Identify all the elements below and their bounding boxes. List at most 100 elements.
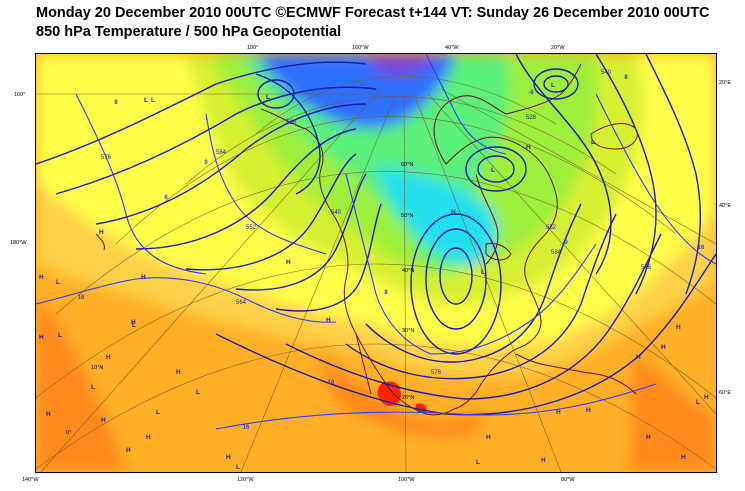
lon-line-140w — [40, 88, 382, 472]
high-marker: H — [106, 354, 111, 361]
lat-line-20n — [36, 263, 716, 399]
bottom-lon-label: 120°W — [237, 477, 254, 483]
lat-line-50n — [185, 96, 617, 185]
temp-label: 0 — [564, 240, 568, 246]
low-marker: L — [266, 94, 270, 101]
gp-trough-center — [410, 213, 502, 355]
graticule — [36, 76, 716, 472]
temp-contour-right — [595, 93, 716, 265]
gp-label: 552 — [246, 225, 257, 231]
lon-line-40w — [440, 88, 716, 245]
bottom-lon-label: 140°W — [22, 477, 39, 483]
lat-label: 10°N — [91, 365, 103, 371]
lat-label: 60°N — [401, 162, 413, 168]
lat-line-10n — [36, 343, 716, 470]
right-lon-label: 40°E — [719, 203, 731, 209]
lat-line-40n — [115, 116, 677, 245]
band-dark-orange-mexico — [316, 354, 486, 438]
island-west — [95, 233, 105, 251]
gp-label: 564 — [236, 300, 247, 306]
low-marker: L — [481, 269, 485, 276]
temp-label: 16 — [243, 425, 250, 431]
lat-label: 30°N — [402, 328, 414, 334]
gp-contour — [515, 54, 612, 275]
lat-labels: 60°N 50°N 40°N 30°N 20°N 10°N 0° — [66, 162, 414, 436]
temp-label: 16 — [328, 380, 335, 386]
gp-contour — [235, 173, 367, 291]
coast-baja — [355, 333, 372, 395]
lat-label: 20°N — [402, 395, 414, 401]
low-marker: L — [132, 322, 136, 329]
low-marker: L — [58, 332, 62, 339]
gp-low-alaska — [257, 79, 295, 109]
temperature-contours — [36, 54, 716, 430]
gp-label: 528 — [526, 115, 537, 121]
lake — [485, 243, 512, 261]
gp-label: 576 — [641, 265, 652, 271]
low-marker: L — [56, 279, 60, 286]
gp-trough-inner — [425, 228, 487, 330]
high-marker: H — [39, 274, 44, 281]
gp-label: 552 — [546, 225, 557, 231]
gp-low-greenland — [533, 68, 579, 100]
gp-label: 584 — [216, 150, 227, 156]
high-marker: H — [586, 407, 591, 414]
high-marker: H — [676, 324, 681, 331]
lat-label: 40°N — [402, 268, 414, 274]
gp-label: 540 — [331, 210, 342, 216]
high-marker: H — [556, 409, 561, 416]
temp-label: 16 — [78, 295, 85, 301]
lat-line-60n — [255, 76, 557, 135]
greenland-tip — [590, 123, 638, 150]
map-title: Monday 20 December 2010 00UTC ©ECMWF For… — [36, 5, 710, 21]
gp-contour — [365, 203, 582, 363]
temp-contour-16-south — [215, 383, 657, 430]
high-marker: H — [99, 229, 104, 236]
gp-trough-core — [439, 247, 473, 305]
top-lon-label: 20°W — [551, 45, 565, 51]
low-marker: L — [91, 384, 95, 391]
gp-low-greenland-inner — [543, 75, 569, 93]
coast-caribbean — [515, 353, 637, 395]
top-lon-label: 180° — [247, 45, 259, 51]
gp-contour — [135, 128, 357, 250]
high-marker: H — [226, 454, 231, 461]
high-marker: H — [541, 457, 546, 464]
high-marker: H — [486, 434, 491, 441]
hot-spot-mexico — [377, 381, 401, 406]
cold-pool-cyan — [376, 164, 497, 265]
gp-label: 528 — [286, 120, 297, 126]
lon-line-80w — [413, 93, 562, 472]
great-lakes-region — [475, 173, 499, 265]
band-dark-orange-west — [36, 294, 126, 472]
gp-contour — [255, 73, 321, 195]
lat-label: 50°N — [401, 213, 413, 219]
lon-line-100w — [403, 93, 407, 472]
temp-contour-8 — [75, 93, 207, 275]
high-marker: H — [326, 317, 331, 324]
low-marker: L — [156, 409, 160, 416]
contour-labels: 576 584 552 528 540 564 576 584 552 528 … — [78, 70, 705, 431]
high-marker: H — [146, 434, 151, 441]
lat-line-30n — [55, 171, 716, 315]
map-subtitle: 850 hPa Temperature / 500 hPa Geopotenti… — [36, 24, 342, 40]
high-marker: H — [39, 334, 44, 341]
temp-label: 16 — [698, 245, 705, 251]
high-marker: H — [681, 454, 686, 461]
left-lon-label: 180°W — [10, 240, 27, 246]
coastlines — [95, 63, 638, 416]
left-lon-label: 160° — [14, 92, 26, 98]
pressure-markers: L L L L L L H H H L H L H L H L H L L H … — [39, 82, 709, 471]
temp-label: 8 — [114, 100, 118, 106]
temp-label: 8 — [164, 195, 168, 201]
top-lon-label: 160°W — [352, 45, 369, 51]
temp-label: 8 — [384, 290, 388, 296]
gp-low-hudson-inner — [477, 155, 515, 183]
temp-contour-minus8 — [425, 54, 507, 155]
gp-contour — [95, 103, 367, 225]
gp-contour — [595, 54, 657, 295]
gp-contour — [55, 86, 377, 195]
low-marker: L — [476, 459, 480, 466]
right-lon-label: 60°E — [719, 390, 731, 396]
right-lon-label: 20°E — [719, 80, 731, 86]
